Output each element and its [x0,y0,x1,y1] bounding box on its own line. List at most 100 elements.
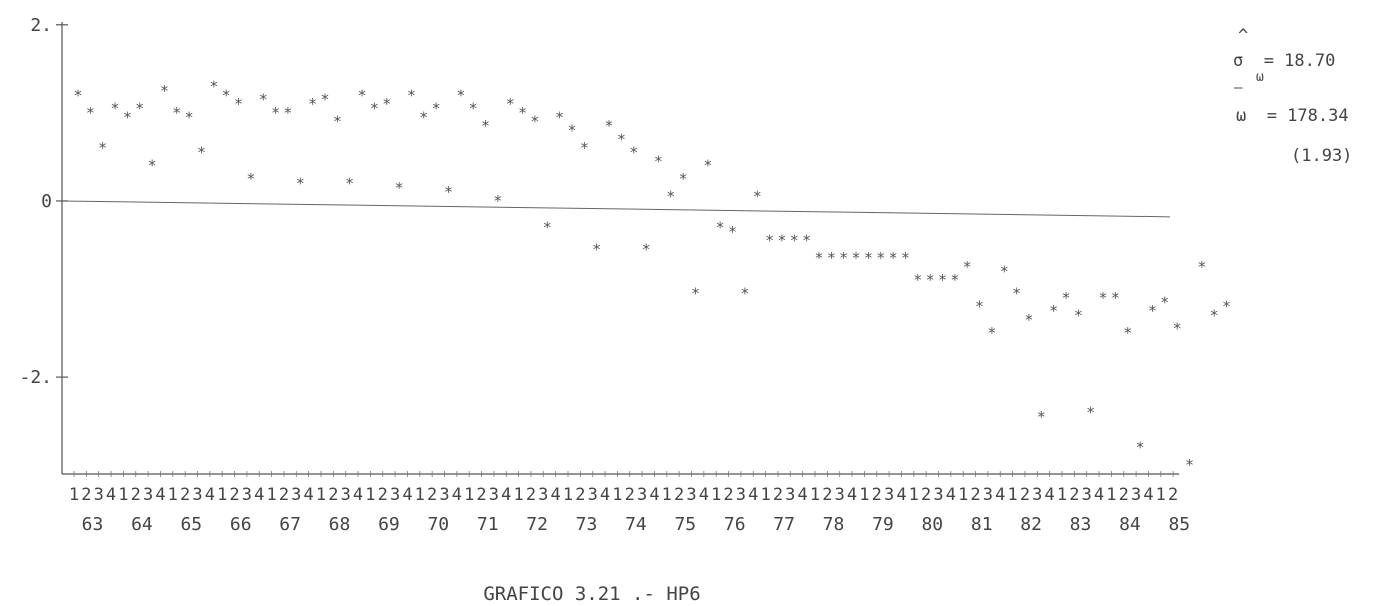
x-quarter-label: 2 [1020,485,1030,505]
x-quarter-label: 1 [217,485,227,505]
data-point: * [716,218,725,236]
data-point: * [333,113,342,131]
x-quarter-label: 4 [1143,485,1153,505]
data-point: * [852,249,861,267]
data-point: * [444,183,453,201]
y-tick-label: 0 [41,191,52,212]
data-point: * [222,86,231,104]
x-quarter-label: 3 [94,485,104,505]
data-point: * [901,249,910,267]
data-point: * [1160,293,1169,311]
x-quarter-label: 4 [551,485,561,505]
data-point: * [185,108,194,126]
x-quarter-label: 1 [760,485,770,505]
x-quarter-label: 1 [909,485,919,505]
sigma-hat-symbol: ^ [1238,26,1249,46]
x-year-label: 74 [625,514,647,535]
data-point: * [938,271,947,289]
x-year-label: 80 [921,514,943,535]
x-quarter-label: 1 [711,485,721,505]
x-year-label: 64 [131,514,153,535]
y-tick-label: 2. [30,15,52,36]
x-quarter-label: 3 [143,485,153,505]
x-quarter-label: 2 [773,485,783,505]
x-year-label: 66 [230,514,252,535]
x-quarter-label: 3 [538,485,548,505]
data-point: * [987,324,996,342]
data-point: * [580,139,589,157]
mean-annotation: ω = 178.34 [1236,106,1349,126]
x-quarter-label: 4 [699,485,709,505]
data-point: * [814,249,823,267]
data-point: * [296,174,305,192]
x-quarter-label: 3 [884,485,894,505]
data-point: * [530,113,539,131]
data-point: * [1123,324,1132,342]
data-point: * [246,170,255,188]
data-point: * [1148,302,1157,320]
x-quarter-label: 2 [180,485,190,505]
data-point: * [308,95,317,113]
data-point: * [740,284,749,302]
x-quarter-label: 2 [872,485,882,505]
x-quarter-label: 1 [612,485,622,505]
data-point: * [345,174,354,192]
x-quarter-label: 4 [600,485,610,505]
data-point: * [259,91,268,109]
x-quarter-label: 3 [341,485,351,505]
x-quarter-label: 2 [328,485,338,505]
data-point: * [1099,289,1108,307]
data-point: * [1185,456,1194,474]
x-quarter-label: 2 [131,485,141,505]
data-point: * [913,271,922,289]
data-point: * [605,117,614,135]
data-point: * [1111,289,1120,307]
data-point: * [679,170,688,188]
data-point: * [765,232,774,250]
data-point: * [777,232,786,250]
data-point: * [839,249,848,267]
x-year-label: 83 [1070,514,1092,535]
x-quarter-label: 1 [810,485,820,505]
chart-title: GRAFICO 3.21 .- HP6 [483,583,700,605]
data-point: * [86,104,95,122]
data-point: * [506,95,515,113]
data-point: * [160,82,169,100]
data-point: * [197,144,206,162]
data-point: * [889,249,898,267]
x-quarter-label: 2 [1069,485,1079,505]
data-point: * [148,157,157,175]
x-quarter-label: 4 [847,485,857,505]
x-quarter-label: 2 [822,485,832,505]
x-quarter-label: 3 [390,485,400,505]
data-point: * [926,271,935,289]
x-quarter-label: 1 [563,485,573,505]
data-point: * [1197,258,1206,276]
x-quarter-label: 1 [859,485,869,505]
data-point: * [382,95,391,113]
data-points: **** * **** *** * **** *** ***** **** ******* * ***… [73,77,1231,474]
data-point: * [320,91,329,109]
x-year-label: 72 [526,514,548,535]
data-point: * [963,258,972,276]
data-point: * [642,240,651,258]
x-quarter-label: 2 [526,485,536,505]
data-point: * [728,223,737,241]
data-point: * [1061,289,1070,307]
data-point: * [827,249,836,267]
data-point: * [419,108,428,126]
x-year-label: 75 [674,514,696,535]
x-quarter-label: 3 [983,485,993,505]
data-point: * [73,86,82,104]
data-point: * [567,122,576,140]
x-quarter-label: 2 [229,485,239,505]
x-quarter-label: 4 [452,485,462,505]
trend-line [61,200,1171,218]
x-year-label: 70 [427,514,449,535]
x-quarter-label: 2 [723,485,733,505]
data-point: * [172,104,181,122]
x-quarter-label: 1 [1057,485,1067,505]
x-year-label: 82 [1020,514,1042,535]
data-point: * [1024,311,1033,329]
x-quarter-label: 4 [254,485,264,505]
